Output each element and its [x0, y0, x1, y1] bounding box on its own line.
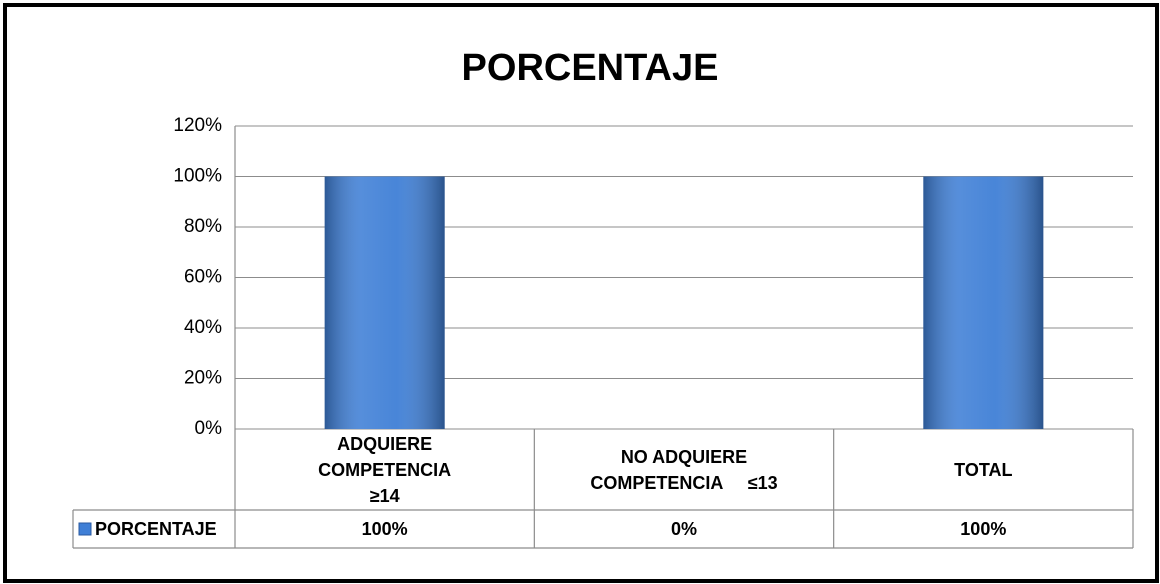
- legend-label: PORCENTAJE: [95, 519, 217, 539]
- y-tick-label: 120%: [173, 115, 222, 136]
- y-tick-label: 20%: [184, 368, 222, 389]
- x-tick-label: NO ADQUIERE COMPETENCIA ≤13: [590, 446, 778, 493]
- data-table-value: 100%: [361, 519, 408, 539]
- y-tick-label: 100%: [173, 166, 222, 187]
- y-tick-label: 40%: [184, 317, 222, 338]
- chart-title: PORCENTAJE: [462, 47, 719, 89]
- bar-shade: [324, 176, 445, 429]
- x-tick-label: TOTAL: [954, 459, 1013, 480]
- y-tick-label: 0%: [195, 418, 223, 439]
- x-tick-label: ADQUIERE COMPETENCIA ≥14: [318, 433, 452, 506]
- bar-shade: [923, 176, 1044, 429]
- y-tick-label: 80%: [184, 216, 222, 237]
- y-tick-label: 60%: [184, 267, 222, 288]
- chart-frame: [3, 3, 1159, 583]
- data-table-value: 100%: [960, 519, 1007, 539]
- data-table-value: 0%: [670, 519, 697, 539]
- legend-key: [78, 522, 92, 536]
